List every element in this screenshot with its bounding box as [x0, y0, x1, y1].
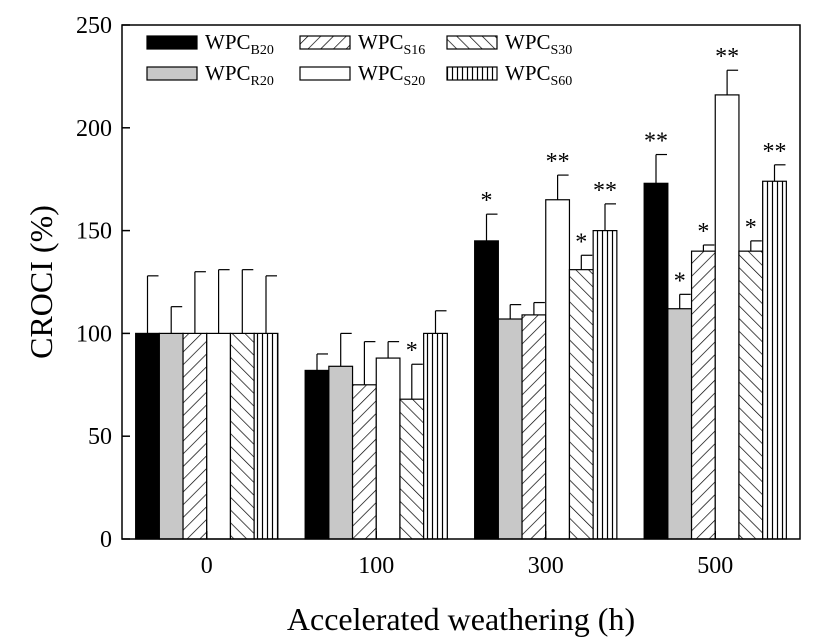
- legend-item-s20: WPCS20: [299, 61, 425, 89]
- legend-item-b20: WPCB20: [146, 30, 274, 58]
- error-bar-s16-500: [702, 244, 715, 252]
- significance-mark-s20-300: **: [546, 149, 570, 175]
- legend-label: WPCR20: [205, 61, 274, 89]
- y-axis-ticks: 0 50 100 150 200 250: [76, 13, 130, 553]
- bar-s30-100: [399, 398, 425, 540]
- y-tick-label: 50: [88, 424, 112, 450]
- bar-s30-300: [568, 269, 594, 540]
- significance-mark-s20-500: **: [715, 44, 739, 70]
- bar-s30-0: [229, 332, 255, 540]
- bar-s20-0: [206, 332, 232, 540]
- legend-label: WPCB20: [205, 30, 274, 58]
- error-bar-s60-500: [773, 164, 786, 182]
- legend-label: WPCS16: [358, 30, 425, 58]
- bar-b20-0: [135, 332, 160, 540]
- bar-s30-500: [738, 250, 764, 540]
- bar-s20-300: [545, 199, 571, 540]
- error-bar-r20-500: [679, 293, 691, 309]
- error-bar-r20-0: [170, 306, 183, 334]
- significance-mark-r20-500: *: [674, 268, 686, 294]
- error-bar-s20-300: [556, 174, 569, 200]
- y-tick-label: 150: [76, 219, 112, 245]
- bar-r20-300: [497, 318, 523, 540]
- error-bars-layer: [146, 69, 786, 400]
- error-bar-s20-500: [726, 69, 739, 95]
- significance-mark-s30-100: *: [406, 338, 418, 364]
- bar-s60-500: [762, 180, 787, 540]
- y-tick-label: 250: [76, 13, 112, 39]
- significance-mark-s30-300: *: [575, 229, 587, 255]
- bar-b20-100: [304, 369, 330, 540]
- legend-item-s16: WPCS16: [299, 30, 425, 58]
- error-bar-s30-300: [580, 254, 593, 270]
- error-bar-s30-0: [241, 269, 254, 334]
- bar-s16-0: [182, 332, 208, 540]
- error-bar-s30-100: [411, 363, 423, 400]
- bar-b20-300: [474, 240, 499, 540]
- error-bar-b20-100: [316, 353, 328, 371]
- error-bar-s60-0: [265, 275, 277, 334]
- error-bar-s16-300: [533, 301, 545, 315]
- error-bar-r20-300: [509, 304, 522, 320]
- x-tick-label: 100: [358, 553, 394, 579]
- error-bar-s30-500: [750, 240, 762, 252]
- y-axis-title: CROCI (%): [23, 205, 59, 359]
- legend-item-s60: WPCS60: [446, 61, 572, 89]
- significance-mark-b20-500: **: [644, 129, 668, 155]
- significance-layer: ****************: [406, 44, 787, 364]
- bar-b20-500: [643, 182, 669, 540]
- x-tick-label: 0: [201, 553, 213, 579]
- bar-s16-100: [351, 384, 377, 540]
- bar-s16-500: [690, 250, 716, 540]
- legend-label: WPCS60: [505, 61, 572, 89]
- error-bar-s60-100: [434, 310, 447, 334]
- legend-swatch: [299, 35, 351, 50]
- significance-mark-s30-500: *: [745, 215, 757, 241]
- error-bar-s20-100: [387, 341, 400, 359]
- y-tick-label: 200: [76, 116, 112, 142]
- error-bar-b20-300: [485, 213, 498, 241]
- bar-s20-100: [375, 357, 401, 540]
- bar-s60-300: [592, 230, 618, 540]
- bar-r20-100: [328, 365, 354, 540]
- legend-label: WPCS30: [505, 30, 572, 58]
- bar-r20-0: [158, 332, 184, 540]
- legend-swatch: [446, 35, 498, 50]
- x-axis-ticks: 0 100 300 500: [201, 531, 733, 579]
- legend-swatch: [146, 35, 198, 50]
- significance-mark-b20-300: *: [481, 188, 493, 214]
- bar-s60-100: [423, 332, 448, 540]
- legend-swatch: [146, 66, 198, 81]
- significance-mark-s60-300: **: [593, 178, 617, 204]
- legend-item-r20: WPCR20: [146, 61, 274, 89]
- error-bar-r20-100: [340, 332, 352, 367]
- legend-item-s30: WPCS30: [446, 30, 572, 58]
- bars-layer: [135, 94, 787, 540]
- x-axis-title: Accelerated weathering (h): [287, 601, 635, 637]
- significance-mark-s16-500: *: [697, 219, 709, 245]
- legend-label: WPCS20: [358, 61, 425, 89]
- x-tick-label: 500: [697, 553, 733, 579]
- bar-s16-300: [521, 314, 547, 540]
- error-bar-s60-300: [604, 203, 616, 231]
- bar-r20-500: [667, 308, 693, 540]
- error-bar-b20-500: [655, 153, 667, 184]
- bar-s60-0: [253, 332, 279, 540]
- error-bar-s16-0: [194, 271, 206, 334]
- error-bar-s16-100: [363, 341, 376, 385]
- y-tick-label: 0: [100, 527, 112, 553]
- legend: WPCB20 WPCS16 WPCS30 WPCR20 WPCS20 WPCS60: [146, 30, 572, 89]
- bar-s20-500: [714, 94, 740, 540]
- error-bar-b20-0: [146, 275, 159, 334]
- x-tick-label: 300: [528, 553, 564, 579]
- y-tick-label: 100: [76, 321, 112, 347]
- significance-mark-s60-500: **: [763, 139, 787, 165]
- legend-swatch: [299, 66, 351, 81]
- error-bar-s20-0: [218, 269, 230, 334]
- plot-area-frame: [121, 24, 801, 540]
- legend-swatch: [446, 66, 498, 81]
